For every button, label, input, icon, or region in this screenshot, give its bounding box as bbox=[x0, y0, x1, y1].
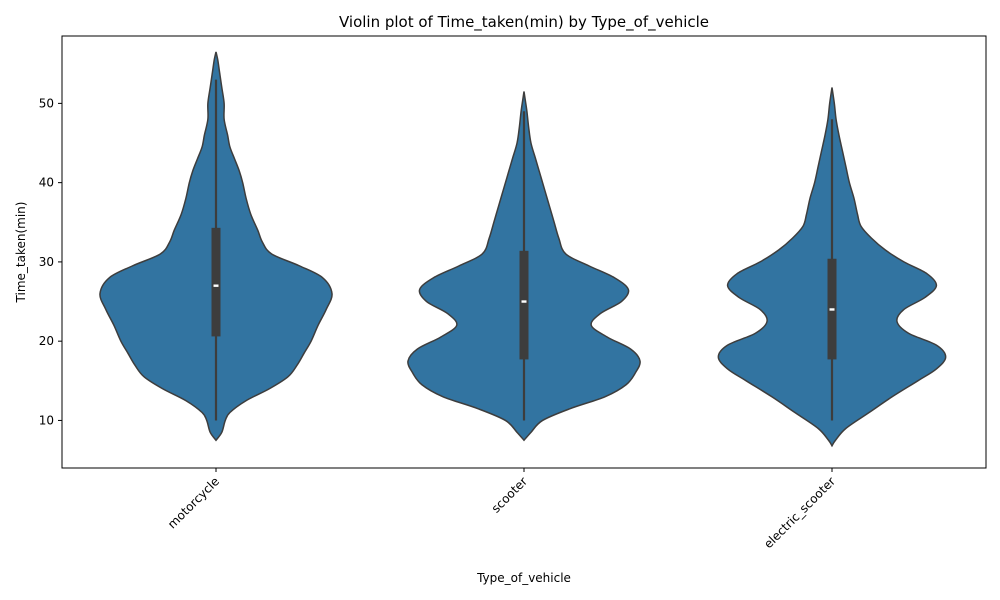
chart-title: Violin plot of Time_taken(min) by Type_o… bbox=[339, 13, 709, 32]
x-axis-label: Type_of_vehicle bbox=[476, 571, 571, 585]
x-tick-label-electric_scooter: electric_scooter bbox=[761, 474, 838, 551]
x-axis: motorcycle scooter electric_scooter bbox=[165, 468, 838, 551]
y-tick-label: 10 bbox=[39, 413, 54, 427]
violin-layer bbox=[99, 51, 947, 448]
y-tick-label: 40 bbox=[39, 176, 54, 190]
y-tick-label: 20 bbox=[39, 334, 54, 348]
median-marker-motorcycle bbox=[213, 284, 219, 287]
iqr-box-motorcycle bbox=[211, 227, 221, 337]
y-tick-label: 30 bbox=[39, 255, 54, 269]
y-tick-label: 50 bbox=[39, 96, 54, 110]
y-axis-label: Time_taken(min) bbox=[14, 202, 28, 304]
median-marker-scooter bbox=[521, 300, 527, 303]
iqr-box-scooter bbox=[519, 250, 529, 360]
y-axis: 10 20 30 40 50 bbox=[39, 96, 62, 427]
x-tick-label-motorcycle: motorcycle bbox=[165, 474, 222, 531]
median-marker-electric_scooter bbox=[829, 308, 835, 311]
x-tick-label-scooter: scooter bbox=[489, 474, 530, 515]
